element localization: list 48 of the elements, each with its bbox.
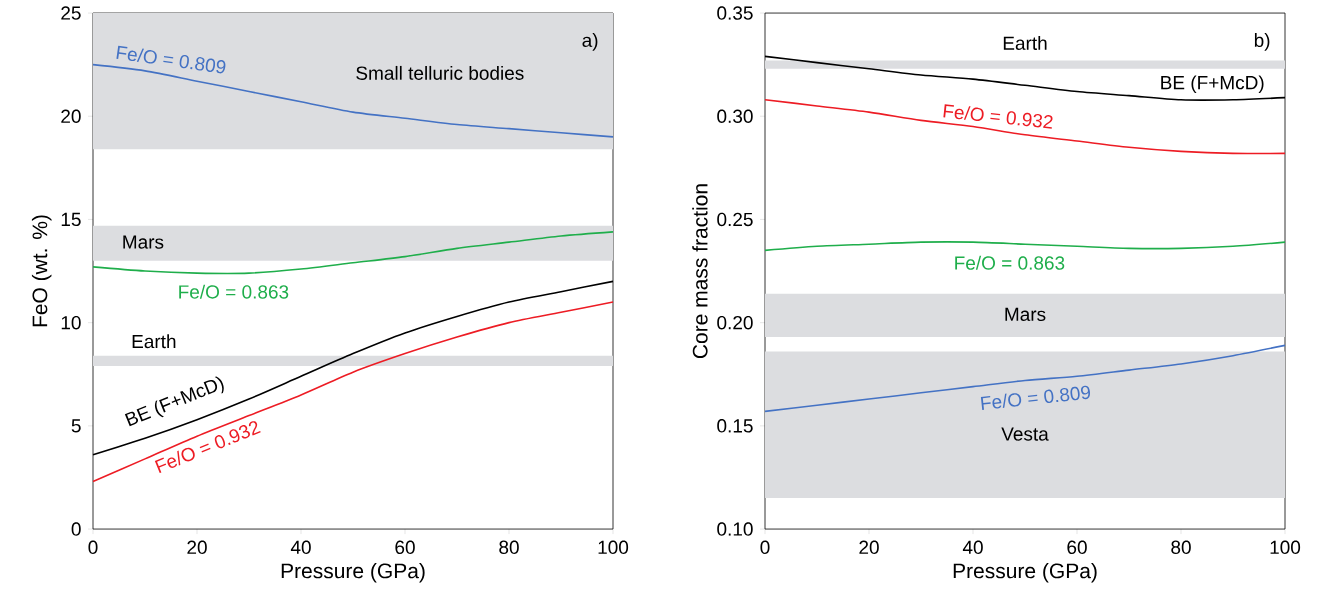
text: Fe/O = 0.809 (116, 45, 226, 74)
y-tick-label: 0.10 (717, 522, 753, 536)
text: Fe/O = 0.932 (154, 421, 261, 474)
line-series (92, 231, 614, 275)
text: Fe/O = 0.932 (943, 104, 1053, 129)
x-tick-label: 100 (1270, 540, 1301, 555)
y-axis-title: Core mass fraction (692, 184, 708, 359)
x-tick-label: 80 (1171, 540, 1191, 555)
line-series (764, 98, 1286, 155)
series-label: Fe/O = 0.863 (955, 255, 1065, 270)
text: Fe/O = 0.809 (980, 385, 1090, 410)
x-tick-label: 0 (88, 540, 98, 555)
annotation: Mars (1005, 307, 1046, 322)
x-tick-label: 60 (395, 540, 415, 555)
y-tick-label: 0.20 (717, 315, 753, 330)
annotation: Earth (1003, 35, 1047, 50)
y-tick-label: 0.25 (717, 212, 753, 227)
series-label: BE (F+McD) (1161, 75, 1264, 94)
x-tick-label: 20 (187, 540, 207, 555)
y-tick-label: 0.35 (717, 6, 753, 20)
y-tick-label: 0 (71, 522, 81, 536)
x-tick-label: 0 (760, 540, 770, 555)
y-tick-label: 20 (61, 109, 81, 123)
x-axis-title: Pressure (GPa) (953, 562, 1097, 583)
x-axis-title: Pressure (GPa) (281, 562, 425, 583)
annotation: a) (582, 33, 598, 51)
x-tick-label: 40 (962, 540, 983, 555)
y-tick-label: 5 (71, 419, 81, 433)
annotation: b) (1254, 33, 1270, 51)
y-tick-label: 0.15 (717, 419, 753, 433)
y-tick-label: 15 (61, 212, 81, 227)
y-tick-label: 0.30 (717, 109, 753, 123)
annotation: Vesta (1001, 427, 1049, 441)
x-tick-label: 100 (598, 540, 629, 555)
x-tick-label: 40 (290, 540, 311, 555)
x-tick-label: 80 (499, 540, 519, 555)
y-tick-label: 25 (61, 6, 81, 20)
annotation: Mars (123, 235, 164, 249)
x-tick-label: 20 (859, 540, 879, 555)
annotation: Small telluric bodies (356, 65, 524, 80)
line-series (764, 241, 1286, 252)
line-series (764, 344, 1286, 413)
line-series (92, 301, 614, 483)
series-label: Fe/O = 0.863 (179, 284, 289, 299)
x-tick-label: 60 (1067, 540, 1087, 555)
y-axis-title: FeO (wt. %) (31, 215, 52, 327)
annotation: Earth (132, 334, 176, 349)
y-tick-label: 10 (61, 315, 81, 330)
